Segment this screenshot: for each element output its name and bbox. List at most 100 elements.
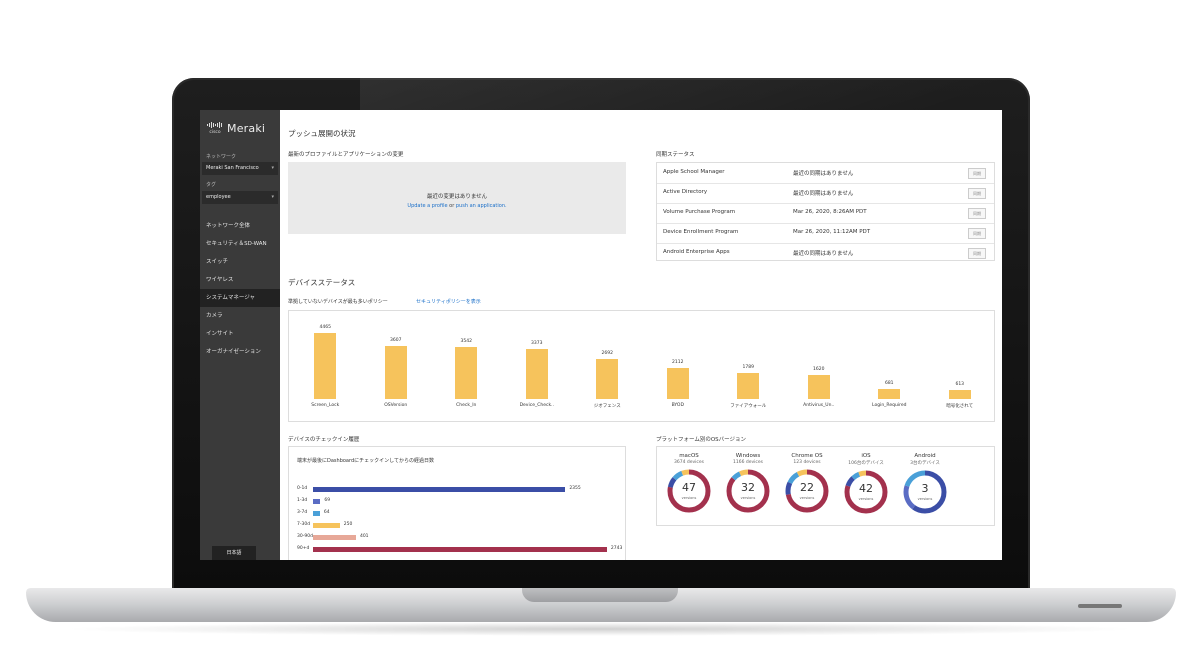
sidebar: cisco Meraki ネットワーク Meraki San Francisco… [200,110,280,560]
sidebar-item-camera[interactable]: カメラ [200,307,280,325]
policy-bar[interactable] [455,346,478,399]
sync-button[interactable]: 同期 [968,168,986,179]
update-profile-link[interactable]: Update a profile [407,203,448,209]
policy-bar[interactable] [807,375,830,399]
os-version-count: 3 [921,482,929,495]
sync-button[interactable]: 同期 [968,228,986,239]
sync-name: Active Directory [663,189,708,195]
network-select-value: Meraki San Francisco [206,165,259,171]
os-device-count: 106台のデバイス [848,461,884,466]
sync-button[interactable]: 同期 [968,248,986,259]
checkin-bar-value: 2743 [610,546,623,551]
policy-bar-label: Login_Required [872,403,907,408]
network-select[interactable]: Meraki San Francisco ▾ [202,162,278,175]
checkin-bar[interactable] [313,511,320,516]
language-button[interactable]: 日本語 [212,546,256,560]
device-status-title: デバイスステータス [288,278,356,287]
policy-bar-value: 3542 [460,338,472,344]
policy-bar-label: ジオフェンス [593,404,621,409]
os-version-count: 47 [682,481,696,494]
policy-bar-value: 613 [955,381,965,387]
os-donut-svg [844,470,888,514]
policy-bar-value: 3607 [390,337,402,343]
os-version-unit: versions [799,496,815,500]
policy-bar[interactable] [384,345,407,399]
os-platform[interactable]: iOS 106台のデバイス 42 versions [836,453,896,515]
os-donut-svg [903,470,947,514]
sync-status: 最近の同期はありません [793,171,854,177]
os-platform[interactable]: macOS 3674 devices 47 versions [659,453,719,514]
os-device-count: 3台のデバイス [910,461,940,466]
os-device-count: 1166 devices [732,460,763,465]
policy-bar-label: 暗号化されて [946,404,974,409]
policy-bar[interactable] [666,367,689,399]
sync-name: Android Enterprise Apps [663,249,730,255]
checkin-bar[interactable] [313,523,340,528]
checkin-bar-label: 7-30d [297,522,311,527]
sidebar-item-systems-manager[interactable]: システムマネージャ [200,289,280,307]
checkin-bar[interactable] [313,535,356,540]
policy-bar-label: Check_In [456,403,477,408]
tag-select[interactable]: employee ▾ [202,191,278,204]
changes-empty-box: 最近の変更はありません Update a profile or push an … [288,162,626,234]
os-donut: 3 versions [902,469,948,515]
cisco-logo-icon: cisco [206,122,224,135]
sync-status: 最近の同期はありません [793,191,854,197]
sidebar-item-network-wide[interactable]: ネットワーク全体 [200,217,280,235]
meraki-logo[interactable]: cisco Meraki [206,122,265,135]
os-donut: 22 versions [784,468,830,514]
os-platform[interactable]: Windows 1166 devices 32 versions [718,453,778,514]
security-policy-link[interactable]: セキュリティポリシーを表示 [416,299,481,305]
os-donut-svg [785,469,829,513]
sidebar-item-label: セキュリティ＆SD-WAN [206,241,267,247]
policy-bar-value: 4465 [319,324,331,330]
sidebar-item-insight[interactable]: インサイト [200,325,280,343]
checkin-bar-label: 30-90d [297,534,313,539]
network-label: ネットワーク [206,154,237,160]
sidebar-item-switch[interactable]: スイッチ [200,253,280,271]
sidebar-item-wireless[interactable]: ワイヤレス [200,271,280,289]
policy-bar-label: OSVersion [384,403,408,408]
policy-bar[interactable] [314,332,337,399]
meraki-wordmark: Meraki [227,122,266,135]
screen: cisco Meraki ネットワーク Meraki San Francisco… [200,110,1002,560]
policy-bar[interactable] [737,372,760,399]
checkin-bar[interactable] [313,499,321,504]
policy-bar[interactable] [525,349,548,399]
table-row: Android Enterprise Apps 最近の同期はありません 同期 [657,243,994,263]
sidebar-item-organization[interactable]: オーガナイゼーション [200,343,280,361]
policy-bar-label: ファイアウォール [730,404,767,409]
empty-message: 最近の変更はありません [426,194,488,200]
sidebar-item-security-sdwan[interactable]: セキュリティ＆SD-WAN [200,235,280,253]
os-platform-name: Android [914,453,936,459]
os-donut-segment [785,469,829,513]
sync-button[interactable]: 同期 [968,188,986,199]
sync-status: 最近の同期はありません [793,251,854,257]
os-donut-segment [726,469,770,513]
policy-bar[interactable] [948,389,971,399]
os-device-count: 123 devices [793,460,821,465]
tag-label: タグ [206,182,217,188]
policy-bar-value: 1620 [813,367,825,373]
cisco-wordmark: cisco [209,130,221,135]
sync-button[interactable]: 同期 [968,208,986,219]
policy-bar[interactable] [596,359,619,399]
chevron-down-icon: ▾ [271,165,274,171]
checkin-bar-label: 1-3d [297,498,308,503]
sync-name: Volume Purchase Program [663,209,736,215]
os-donut-svg [726,469,770,513]
os-platform[interactable]: Android 3台のデバイス 3 versions [895,453,955,515]
laptop-shadow [60,622,1140,636]
os-donut-segment [844,470,888,514]
os-platform-name: Chrome OS [791,453,823,459]
os-platform[interactable]: Chrome OS 123 devices 22 versions [777,453,837,514]
empty-links: Update a profile or push an application. [288,203,626,209]
policy-bar[interactable] [878,388,901,399]
sync-table: Apple School Manager 最近の同期はありません 同期 Acti… [656,162,995,261]
policy-bar-label: Antivirus_Un.. [803,403,835,408]
table-row: Apple School Manager 最近の同期はありません 同期 [657,163,994,184]
checkin-bar[interactable] [313,547,607,552]
policy-bar-chart: 4465 Screen_Lock 3607 OSVersion 3542 Check_In… [288,310,995,422]
push-application-link[interactable]: push an application. [455,203,507,209]
checkin-bar[interactable] [313,487,566,492]
